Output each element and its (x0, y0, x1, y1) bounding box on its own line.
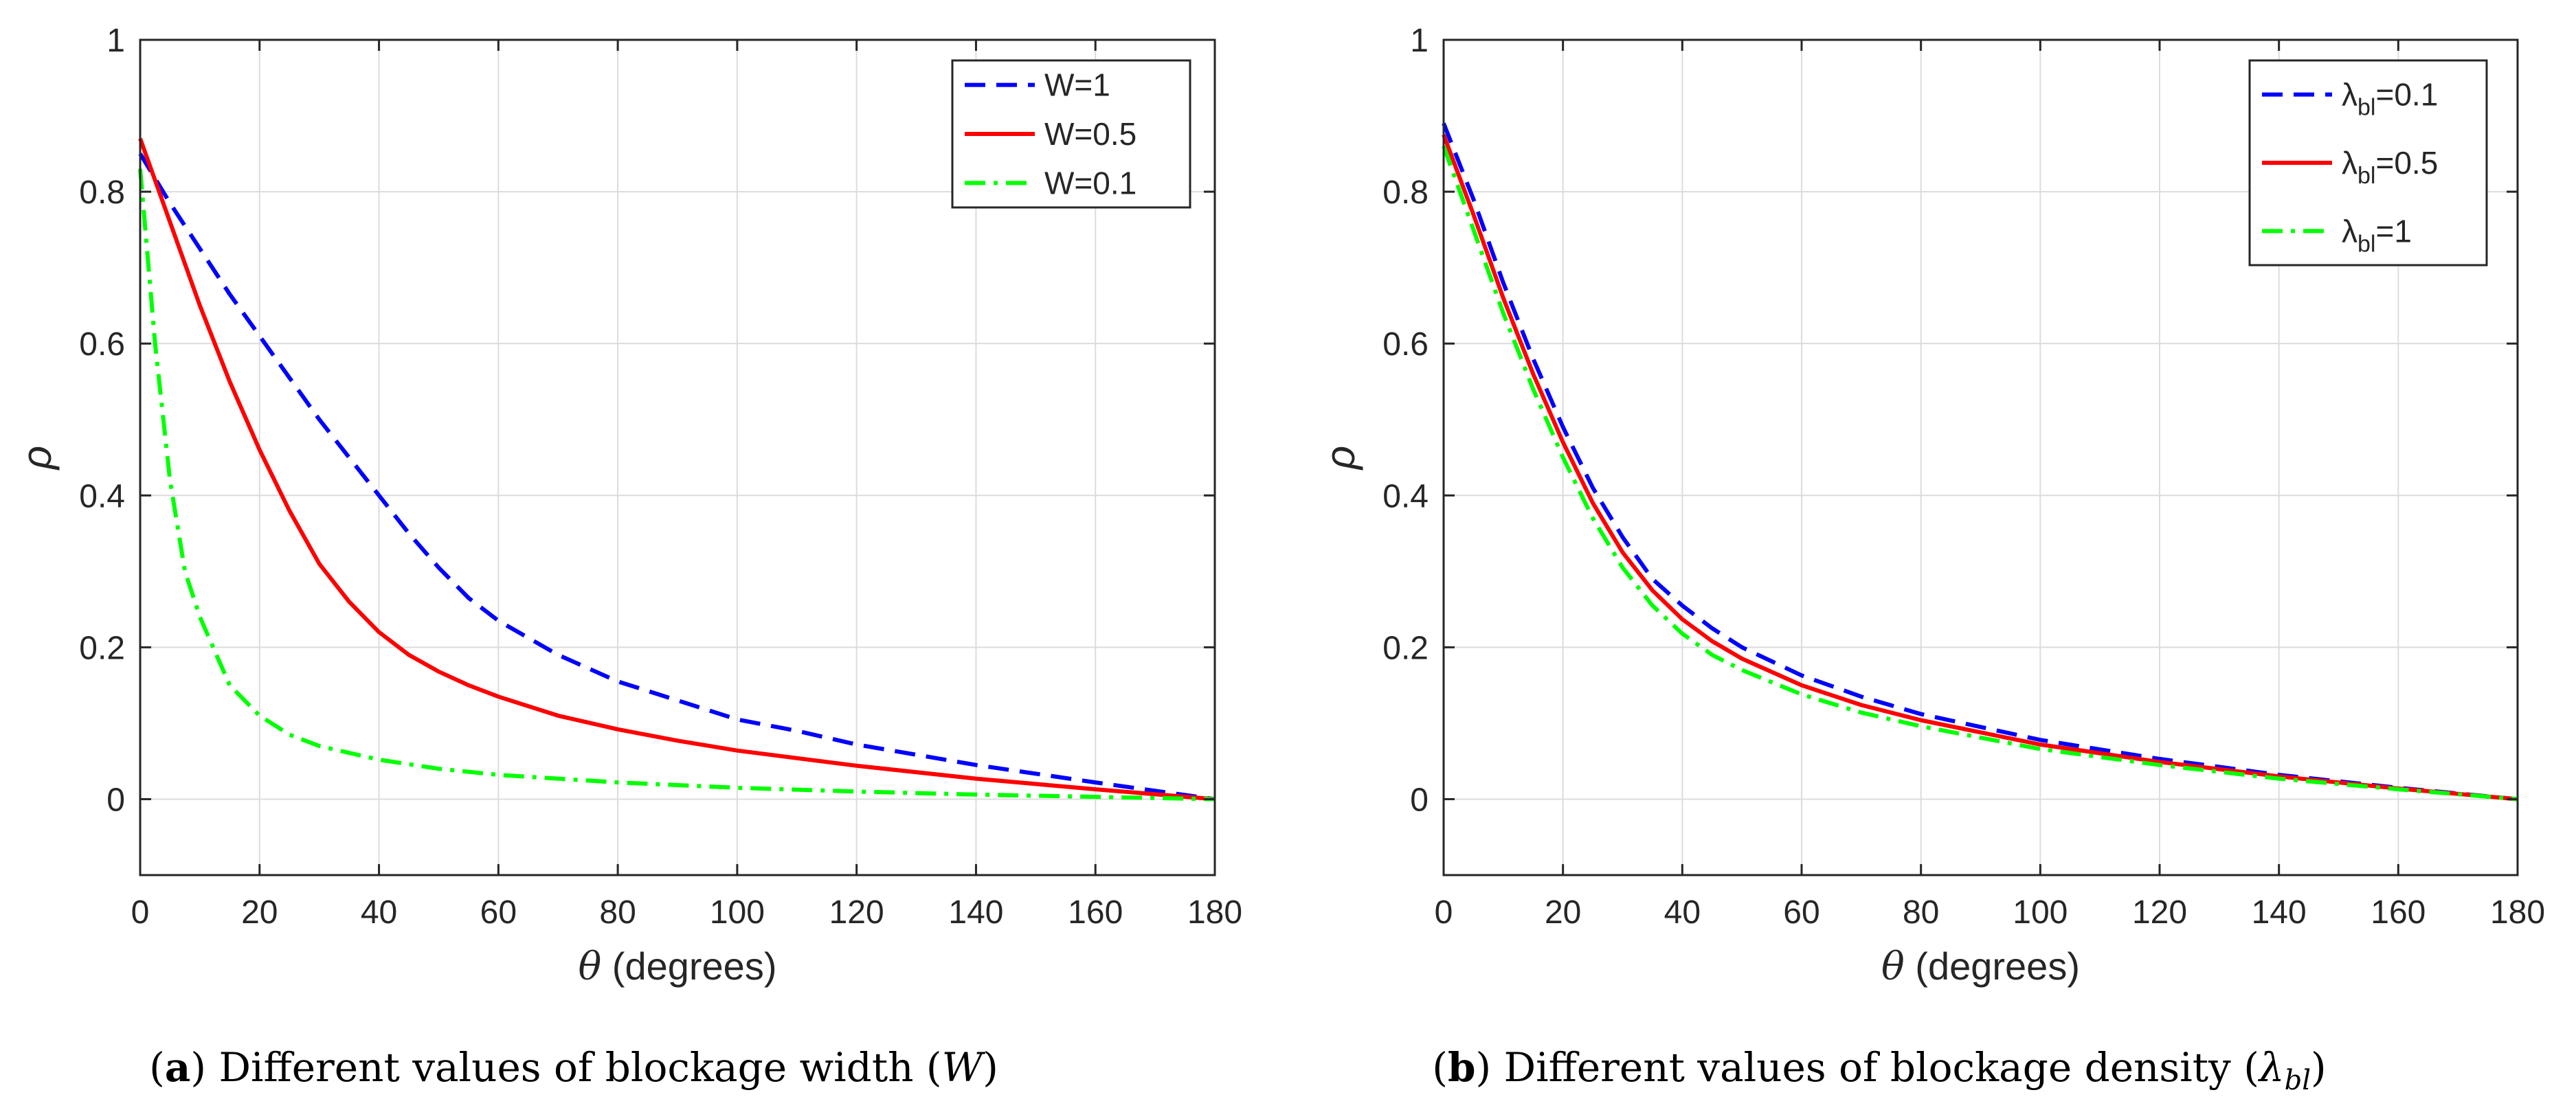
legend: W=1 W=0.5 W=0.1 (951, 59, 1191, 209)
caption-b-symbol-sub: bl (2285, 1065, 2311, 1096)
y-tick-label: 0.4 (1382, 478, 1429, 514)
y-tick-label: 0.6 (79, 326, 125, 363)
x-tick-label: 20 (241, 894, 278, 931)
y-axis-label: ρ (1317, 446, 1363, 471)
y-tick-label: 0.8 (1382, 174, 1429, 211)
x-axis-text: (degrees) (1905, 944, 2080, 988)
y-axis-label: ρ (14, 446, 60, 471)
x-axis-label: θ (degrees) (579, 944, 777, 989)
series-line-3 (138, 168, 1216, 802)
y-tick-label: 0.2 (79, 630, 125, 666)
y-tick-label: 0.8 (79, 174, 125, 211)
y-tick-label: 1 (1410, 23, 1429, 59)
caption-a-label: a (165, 1044, 191, 1091)
x-axis-symbol: θ (579, 944, 602, 989)
x-tick-label: 40 (361, 894, 397, 931)
legend-label-1: λbl=0.1 (2342, 77, 2438, 121)
x-tick-label: 120 (829, 894, 884, 931)
x-tick-label: 100 (710, 894, 765, 931)
axes-box (1442, 38, 2519, 876)
series-line-2 (1442, 134, 2518, 802)
x-tick-label: 80 (1903, 894, 1939, 931)
x-tick-label: 180 (1187, 894, 1242, 931)
caption-b-symbol: λ (2258, 1044, 2285, 1091)
x-axis-text: (degrees) (601, 944, 776, 988)
caption-b: (b) Different values of blockage density… (1432, 1044, 2326, 1096)
caption-a: (a) Different values of blockage width (… (149, 1044, 998, 1091)
legend-label-2: λbl=0.5 (2342, 145, 2438, 189)
caption-a-text: Different values of blockage width (219, 1044, 913, 1091)
legend-label-3: W=0.1 (1044, 165, 1136, 201)
y-tick-label: 1 (107, 23, 125, 59)
legend-label-1: W=1 (1044, 67, 1110, 103)
legend-label-2: W=0.5 (1044, 116, 1136, 152)
x-tick-label: 0 (131, 894, 150, 931)
x-tick-label: 120 (2132, 894, 2187, 931)
axes-box (139, 38, 1216, 876)
x-axis-label: θ (degrees) (1881, 944, 2080, 989)
legend: λbl=0.1 λbl=0.5 λbl=1 (2248, 59, 2488, 267)
x-tick-label: 80 (599, 894, 636, 931)
x-tick-label: 40 (1664, 894, 1701, 931)
x-tick-label: 160 (1068, 894, 1123, 931)
y-tick-label: 0 (107, 782, 125, 818)
y-tick-label: 0.6 (1382, 326, 1429, 363)
y-tick-label: 0.2 (1382, 630, 1429, 666)
chart-panel-b: 0 20 40 60 80 100 120 140 160 180 0 0.2 0.4 0.6 0.8 1 θ … (1317, 23, 2545, 989)
caption-b-label: b (1448, 1044, 1476, 1091)
x-tick-label: 160 (2371, 894, 2426, 931)
caption-a-symbol: W (942, 1044, 986, 1091)
y-tick-label: 0.4 (79, 478, 125, 514)
x-tick-label: 60 (480, 894, 517, 931)
x-tick-label: 20 (1545, 894, 1581, 931)
x-tick-label: 0 (1435, 894, 1453, 931)
chart-panel-a: 0 20 40 60 80 100 120 140 160 180 0 0.2 0.4 0.6 0.8 1 θ … (14, 23, 1242, 989)
caption-b-text: Different values of blockage density (1504, 1044, 2231, 1091)
series-line-2 (138, 137, 1216, 802)
x-tick-label: 60 (1783, 894, 1819, 931)
legend-label-3: λbl=1 (2342, 213, 2412, 257)
series-line-1 (138, 152, 1216, 802)
x-axis-symbol: θ (1881, 944, 1905, 989)
x-tick-label: 100 (2013, 894, 2068, 931)
y-tick-label: 0 (1410, 782, 1429, 818)
x-tick-label: 140 (2252, 894, 2307, 931)
x-tick-label: 180 (2490, 894, 2545, 931)
series-line-3 (1442, 145, 2518, 802)
series-line-1 (1442, 122, 2518, 802)
x-tick-label: 140 (948, 894, 1003, 931)
